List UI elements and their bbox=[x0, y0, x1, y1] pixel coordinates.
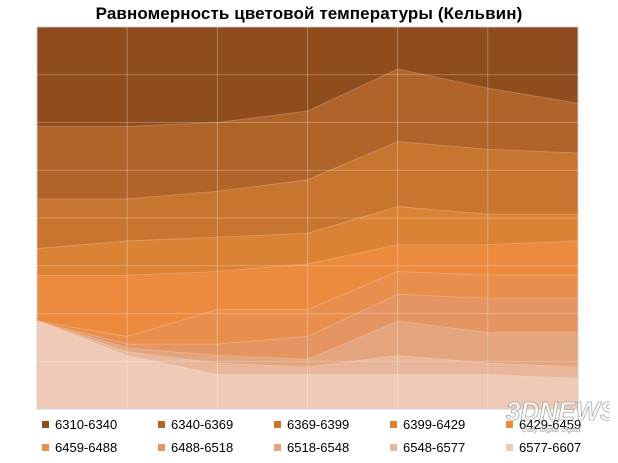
watermark-brand: 3DNEWS bbox=[506, 396, 610, 426]
watermark-logo: 3DNEWS Daily Digital Digest bbox=[506, 396, 610, 435]
legend-item: 6399-6429 bbox=[390, 417, 506, 432]
legend-item: 6577-6607 bbox=[506, 440, 618, 455]
legend-item: 6548-6577 bbox=[390, 440, 506, 455]
plot-border bbox=[36, 26, 579, 410]
legend: 6310-6340 6340-6369 6369-6399 6399-6429 6429… bbox=[42, 413, 618, 459]
legend-swatch bbox=[506, 421, 513, 428]
legend-label: 6369-6399 bbox=[287, 417, 350, 432]
legend-label: 6429-6459 bbox=[519, 417, 582, 432]
legend-item: 6429-6459 bbox=[506, 417, 618, 432]
legend-label: 6518-6548 bbox=[287, 440, 350, 455]
legend-label: 6488-6518 bbox=[171, 440, 234, 455]
chart-title: Равномерность цветовой температуры (Кель… bbox=[95, 4, 523, 23]
legend-label: 6399-6429 bbox=[403, 417, 466, 432]
legend-row: 6459-6488 6488-6518 6518-6548 6548-6577 6577… bbox=[42, 436, 618, 459]
legend-swatch bbox=[390, 444, 397, 451]
watermark-sub: Daily Digital Digest bbox=[522, 427, 581, 434]
legend-swatch bbox=[274, 421, 281, 428]
legend-item: 6518-6548 bbox=[274, 440, 390, 455]
legend-swatch bbox=[42, 444, 49, 451]
legend-swatch bbox=[274, 444, 281, 451]
legend-swatch bbox=[390, 421, 397, 428]
legend-item: 6340-6369 bbox=[158, 417, 274, 432]
legend-item: 6459-6488 bbox=[42, 440, 158, 455]
legend-label: 6340-6369 bbox=[171, 417, 234, 432]
legend-swatch bbox=[506, 444, 513, 451]
legend-label: 6548-6577 bbox=[403, 440, 466, 455]
legend-label: 6577-6607 bbox=[519, 440, 582, 455]
legend-item: 6310-6340 bbox=[42, 417, 158, 432]
legend-swatch bbox=[158, 444, 165, 451]
legend-swatch bbox=[158, 421, 165, 428]
legend-row: 6310-6340 6340-6369 6369-6399 6399-6429 6429… bbox=[42, 413, 618, 436]
legend-item: 6369-6399 bbox=[274, 417, 390, 432]
legend-label: 6310-6340 bbox=[55, 417, 118, 432]
legend-swatch bbox=[42, 421, 49, 428]
legend-label: 6459-6488 bbox=[55, 440, 118, 455]
legend-item: 6488-6518 bbox=[158, 440, 274, 455]
